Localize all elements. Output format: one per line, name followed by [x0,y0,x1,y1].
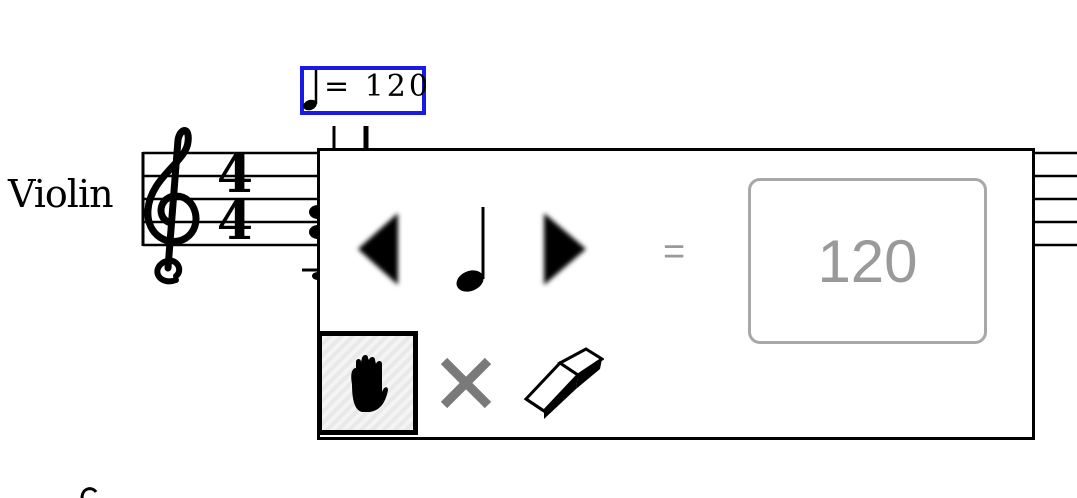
hand-tool-button[interactable] [317,331,418,435]
treble-clef-icon [144,127,200,285]
quarter-note-icon [456,207,485,292]
tempo-marking-selection[interactable] [300,66,426,115]
close-icon [440,357,492,409]
hand-icon [351,355,388,412]
tempo-edit-panel: = [317,148,1035,440]
next-note-button[interactable] [534,205,598,293]
tempo-bpm-input[interactable] [748,178,987,344]
instrument-name: Violin [8,172,114,216]
tempo-marking-text[interactable]: = 120 [324,69,431,104]
previous-note-button[interactable] [346,205,410,293]
equals-sign: = [663,231,686,273]
triangle-left-icon [358,213,398,285]
eraser-tool-button[interactable] [516,331,606,435]
quarter-note-icon [303,70,318,111]
eraser-icon [523,347,604,419]
triangle-right-icon [544,213,586,285]
delete-tool-button[interactable] [430,331,500,435]
